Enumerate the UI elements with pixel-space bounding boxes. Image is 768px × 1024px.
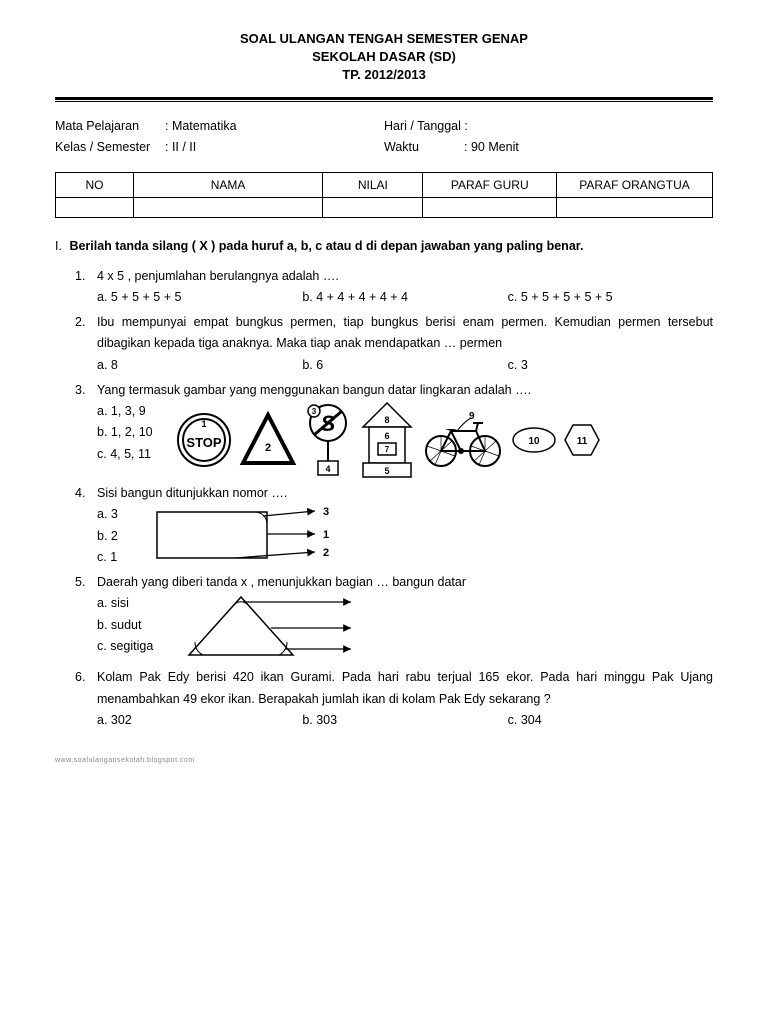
q1-opt-c: c. 5 + 5 + 5 + 5 + 5 <box>508 287 713 308</box>
q4-text: Sisi bangun ditunjukkan nomor …. <box>97 483 713 504</box>
svg-text:2: 2 <box>323 547 329 559</box>
q3-text: Yang termasuk gambar yang menggunakan ba… <box>97 380 713 401</box>
q2-num: 2. <box>75 312 97 376</box>
class-label: Kelas / Semester <box>55 137 165 158</box>
rectangle-diagram: 3 1 2 <box>155 504 355 566</box>
q5-num: 5. <box>75 572 97 663</box>
title-line3: TP. 2012/2013 <box>55 66 713 84</box>
q3-opt-b: b. 1, 2, 10 <box>97 422 167 443</box>
svg-text:8: 8 <box>384 415 389 425</box>
q6-opt-c: c. 304 <box>508 710 713 731</box>
q5-text: Daerah yang diberi tanda x , menunjukkan… <box>97 572 713 593</box>
q6-num: 6. <box>75 667 97 731</box>
q4-opt-a: a. 3 <box>97 504 137 525</box>
q3-opt-c: c. 4, 5, 11 <box>97 444 167 465</box>
time-label: Waktu <box>384 137 464 158</box>
table-cell <box>323 198 423 218</box>
table-header: NILAI <box>323 173 423 198</box>
q2-opt-a: a. 8 <box>97 355 302 376</box>
title-line2: SEKOLAH DASAR (SD) <box>55 48 713 66</box>
section-num: I. <box>55 239 62 253</box>
q3-num: 3. <box>75 380 97 479</box>
q5-opt-c: c. segitiga <box>97 636 159 657</box>
q2-text: Ibu mempunyai empat bungkus permen, tiap… <box>97 312 713 355</box>
table-cell <box>557 198 713 218</box>
q5-opt-b: b. sudut <box>97 615 159 636</box>
date-label: Hari / Tanggal : <box>384 116 468 137</box>
q1-opt-b: b. 4 + 4 + 4 + 4 + 4 <box>302 287 507 308</box>
triangle-icon: 2 <box>239 411 297 469</box>
house-icon: 8 6 7 5 <box>359 401 415 479</box>
svg-text:1: 1 <box>201 419 206 429</box>
svg-text:3: 3 <box>323 506 329 518</box>
q6-opt-b: b. 303 <box>302 710 507 731</box>
svg-text:1: 1 <box>323 529 329 541</box>
q2-opt-c: c. 3 <box>508 355 713 376</box>
table-cell <box>133 198 322 218</box>
question-3: 3. Yang termasuk gambar yang menggunakan… <box>55 380 713 479</box>
svg-text:5: 5 <box>384 466 389 476</box>
q6-text: Kolam Pak Edy berisi 420 ikan Gurami. Pa… <box>97 667 713 710</box>
section-heading: I. Berilah tanda silang ( X ) pada huruf… <box>55 236 713 257</box>
svg-text:2: 2 <box>265 442 271 454</box>
bicycle-icon: 9 <box>421 411 505 469</box>
question-5: 5. Daerah yang diberi tanda x , menunjuk… <box>55 572 713 663</box>
question-1: 1. 4 x 5 , penjumlahan berulangnya adala… <box>55 266 713 309</box>
q1-num: 1. <box>75 266 97 309</box>
table-header: NAMA <box>133 173 322 198</box>
table-header: PARAF GURU <box>423 173 557 198</box>
footer-url: www.soalulangansekolah.blogspot.com <box>55 755 713 767</box>
section-title: Berilah tanda silang ( X ) pada huruf a,… <box>65 239 583 253</box>
table-header: NO <box>56 173 134 198</box>
oval-icon: 10 <box>511 426 557 454</box>
q4-num: 4. <box>75 483 97 568</box>
time-value: : 90 Menit <box>464 137 519 158</box>
svg-text:9: 9 <box>469 411 475 422</box>
table-cell <box>56 198 134 218</box>
class-value: : II / II <box>165 137 196 158</box>
q1-opt-a: a. 5 + 5 + 5 + 5 <box>97 287 302 308</box>
q4-opt-b: b. 2 <box>97 526 137 547</box>
q6-opt-a: a. 302 <box>97 710 302 731</box>
subject-label: Mata Pelajaran <box>55 116 165 137</box>
stop-sign-icon: 1 STOP <box>175 411 233 469</box>
title-line1: SOAL ULANGAN TENGAH SEMESTER GENAP <box>55 30 713 48</box>
divider <box>55 97 713 102</box>
question-2: 2. Ibu mempunyai empat bungkus permen, t… <box>55 312 713 376</box>
question-6: 6. Kolam Pak Edy berisi 420 ikan Gurami.… <box>55 667 713 731</box>
q5-opt-a: a. sisi <box>97 593 159 614</box>
meta-block: Mata Pelajaran : Matematika Kelas / Seme… <box>55 116 713 159</box>
table-cell <box>423 198 557 218</box>
s-sign-icon: S 3 4 <box>303 403 353 477</box>
question-4: 4. Sisi bangun ditunjukkan nomor …. a. 3… <box>55 483 713 568</box>
q4-opt-c: c. 1 <box>97 547 137 568</box>
q3-figures: 1 STOP 2 S 3 4 <box>175 401 713 479</box>
svg-text:6: 6 <box>384 431 389 441</box>
triangle-diagram <box>181 593 401 663</box>
hexagon-icon: 11 <box>563 422 601 458</box>
q1-text: 4 x 5 , penjumlahan berulangnya adalah …… <box>97 266 713 287</box>
signature-table: NONAMANILAIPARAF GURUPARAF ORANGTUA <box>55 172 713 218</box>
document-title: SOAL ULANGAN TENGAH SEMESTER GENAP SEKOL… <box>55 30 713 85</box>
svg-text:4: 4 <box>325 464 330 474</box>
subject-value: : Matematika <box>165 116 237 137</box>
table-header: PARAF ORANGTUA <box>557 173 713 198</box>
svg-text:11: 11 <box>577 436 588 447</box>
svg-text:7: 7 <box>385 445 390 454</box>
q2-opt-b: b. 6 <box>302 355 507 376</box>
q3-opt-a: a. 1, 3, 9 <box>97 401 167 422</box>
svg-text:10: 10 <box>528 436 540 447</box>
svg-text:3: 3 <box>312 407 317 416</box>
svg-text:STOP: STOP <box>186 435 221 450</box>
